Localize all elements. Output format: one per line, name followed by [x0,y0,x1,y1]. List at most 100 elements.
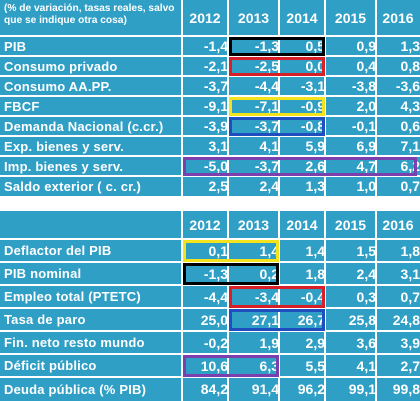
top-cell-2015: -0,1 [351,118,376,134]
bottom-table-header-row: 2012 2013 2014 2015 2016 [0,211,420,239]
top-cell-2016: 0,6 [400,118,420,134]
top-year-2012: 2012 [189,10,221,26]
bottom-year-2016: 2016 [382,217,414,233]
bottom-grid-line [278,211,280,401]
top-cell-2012: -2,1 [203,58,228,74]
top-cell-2012: -3,9 [203,118,228,134]
bottom-cell-2012: 0,1 [208,242,228,259]
top-cell-2013: -4,4 [254,78,279,94]
top-row-label: PIB [4,38,27,54]
top-cell-2012: -1,4 [203,38,228,54]
top-cell-2015: 0,4 [356,58,376,74]
bottom-forecast-table: 2012 2013 2014 2015 2016 Deflactor del P… [0,211,420,401]
bottom-cell-2013: 1,4 [259,242,279,259]
bottom-cell-2012: 84,2 [200,381,228,397]
bottom-cell-2013: 0,2 [259,265,279,282]
bottom-grid-line [375,211,377,401]
top-row-saldo-exterior: Saldo exterior ( c. cr.) 2,5 2,4 1,3 1,0… [0,176,420,196]
bottom-cell-2015: 99,1 [348,381,376,397]
top-cell-2014: 5,9 [305,138,325,154]
bottom-row-label: PIB nominal [4,266,82,281]
top-row-consumo-aapp: Consumo AA.PP. -3,7 -4,4 -3,1 -3,8 -3,6 [0,76,420,96]
top-cell-2016: 0,8 [400,58,420,74]
bottom-row-deficit-publico: Déficit público 10,6 6,3 5,5 4,1 2,7 [0,354,420,377]
bottom-cell-2015: 4,1 [356,357,376,374]
bottom-cell-2013: 1,9 [259,334,279,351]
top-cell-2014: 2,6 [305,158,325,174]
bottom-cell-2012: -1,3 [203,265,228,282]
top-row-label: Demanda Nacional (c.cr.) [4,118,164,134]
top-grid-line [0,35,420,37]
top-row-importaciones: Imp. bienes y serv. -5,0 -3,7 2,6 4,7 6,… [0,156,420,176]
top-row-pib: PIB -1,4 -1,3 0,5 0,9 1,3 [0,36,420,56]
top-forecast-table: (% de variación, tasas reales, salvo que… [0,0,420,196]
top-grid-line [0,95,420,97]
bottom-cell-2014: -0,4 [300,288,325,305]
bottom-grid-line [0,238,420,240]
top-cell-2013: -3,7 [254,158,279,174]
bottom-cell-2015: 1,5 [356,242,376,259]
top-cell-2014: 1,3 [305,178,325,194]
top-grid-line [0,75,420,77]
top-cell-2016: 0,7 [400,178,420,194]
bottom-row-pib-nominal: PIB nominal -1,3 0,2 1,8 2,4 3,1 [0,262,420,285]
bottom-cell-2012: -4,4 [203,288,228,305]
top-cell-2015: 1,0 [356,178,376,194]
top-year-2016: 2016 [382,10,414,26]
top-row-label: FBCF [4,98,40,114]
bottom-cell-2014: 1,8 [305,265,325,282]
top-cell-2016: 1,3 [400,38,420,54]
bottom-cell-2016: 1,8 [400,242,420,259]
bottom-grid-line [227,211,229,401]
bottom-grid-line [0,376,420,378]
bottom-year-2012: 2012 [189,217,221,233]
table-gap [0,196,420,211]
top-row-label: Exp. bienes y serv. [4,138,124,154]
top-cell-2013: 4,1 [259,138,279,154]
top-table-note: (% de variación, tasas reales, salvo que… [4,3,175,26]
bottom-row-label: Empleo total (PTETC) [4,289,141,304]
top-year-2014: 2014 [286,10,318,26]
bottom-row-deuda-publica: Deuda pública (% PIB) 84,2 91,4 96,2 99,… [0,377,420,401]
top-grid-line [0,55,420,57]
top-cell-2016: 6,2 [400,158,420,174]
top-cell-2014: -3,1 [300,78,325,94]
bottom-cell-2014: 2,9 [305,334,325,351]
top-grid-line [324,0,326,196]
top-row-fbcf: FBCF -9,1 -7,1 -0,9 2,0 4,3 [0,96,420,116]
top-cell-2015: 2,0 [356,98,376,114]
top-cell-2013: 2,4 [259,178,279,194]
top-cell-2012: -5,0 [203,158,228,174]
top-table-header-row: (% de variación, tasas reales, salvo que… [0,0,420,36]
bottom-cell-2014: 1,4 [305,242,325,259]
bottom-cell-2015: 3,6 [356,334,376,351]
bottom-row-financiacion: Fin. neto resto mundo -0,2 1,9 2,9 3,6 3… [0,331,420,354]
top-grid-line [181,0,183,196]
bottom-grid-line [0,330,420,332]
top-cell-2015: 0,9 [356,38,376,54]
bottom-cell-2016: 3,9 [400,334,420,351]
top-grid-line [0,175,420,177]
top-year-2015: 2015 [334,10,367,26]
top-row-consumo-privado: Consumo privado -2,1 -2,5 0,0 0,4 0,8 [0,56,420,76]
top-grid-line [0,115,420,117]
bottom-grid-line [324,211,326,401]
bottom-cell-2016: 3,1 [400,265,420,282]
bottom-cell-2013: 91,4 [251,381,279,397]
top-cell-2012: -9,1 [203,98,228,114]
bottom-cell-2013: 6,3 [259,357,279,374]
top-cell-2015: 4,7 [356,158,376,174]
bottom-cell-2012: -0,2 [203,334,228,351]
top-row-label: Consumo AA.PP. [4,78,112,94]
bottom-cell-2015: 0,3 [356,288,376,305]
top-cell-2014: 0,5 [305,38,325,54]
top-cell-2015: -3,8 [351,78,376,94]
top-cell-2014: -0,8 [300,118,325,134]
top-cell-2013: -1,3 [254,38,279,54]
bottom-row-label: Déficit público [4,358,97,373]
bottom-row-deflactor: Deflactor del PIB 0,1 1,4 1,4 1,5 1,8 [0,239,420,262]
bottom-row-empleo-total: Empleo total (PTETC) -4,4 -3,4 -0,4 0,3 … [0,285,420,308]
top-cell-2013: -7,1 [254,98,279,114]
bottom-grid-line [0,261,420,263]
